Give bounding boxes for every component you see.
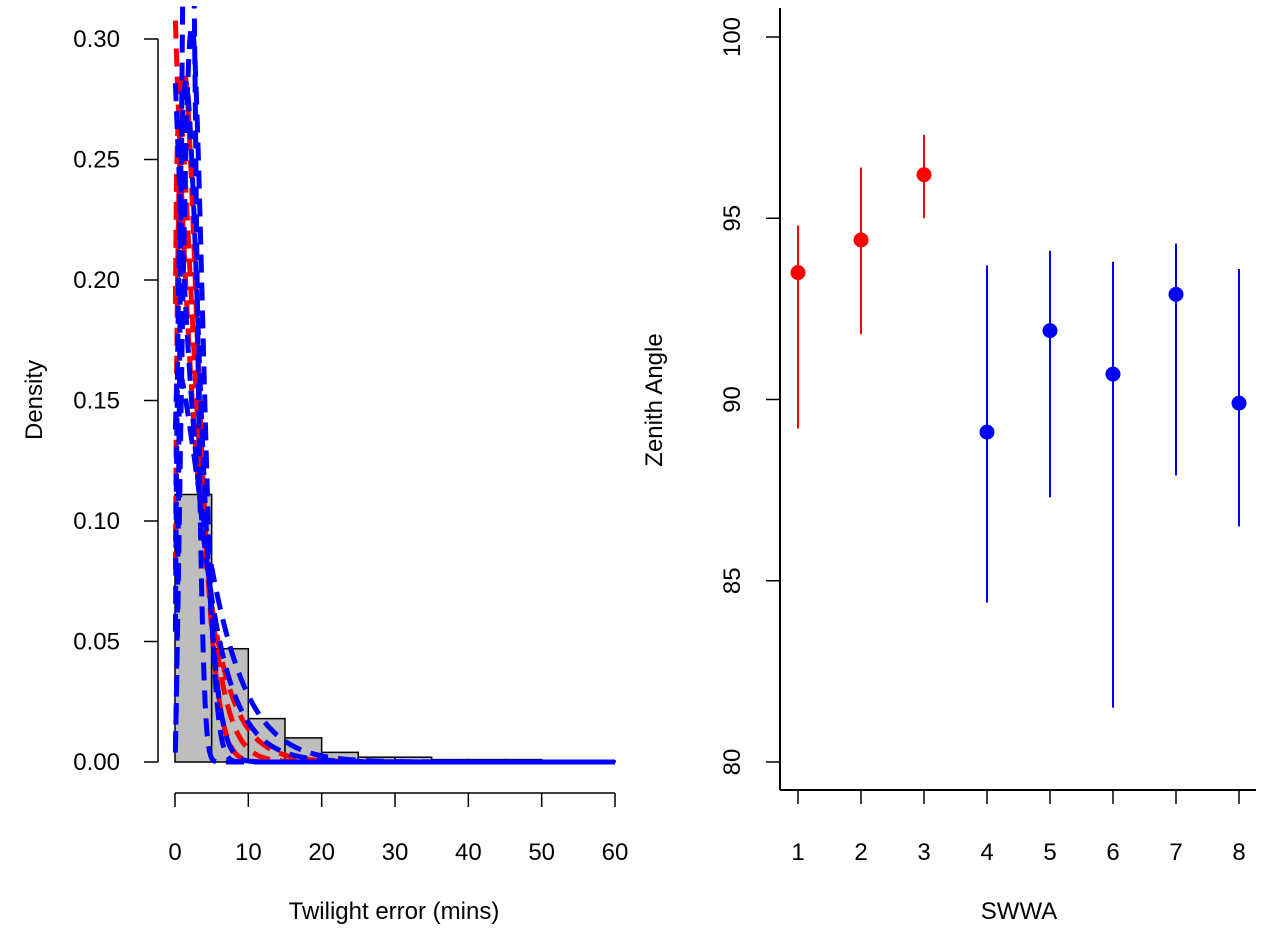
x-axis-title: Twilight error (mins) (289, 898, 500, 925)
x-tick-label: 10 (235, 839, 262, 866)
y-axis-title: Density (21, 360, 48, 440)
data-point (1231, 395, 1247, 411)
density-curve (172, 16, 615, 765)
y-tick-label: 100 (719, 17, 746, 57)
x-tick-label: 40 (455, 839, 482, 866)
data-point (790, 265, 806, 281)
x-tick-label: 7 (1169, 839, 1182, 866)
point-estimates (790, 134, 1247, 708)
data-point (1168, 286, 1184, 302)
x-tick-label: 1 (791, 839, 804, 866)
data-point (1105, 366, 1121, 382)
x-tick-label: 0 (168, 839, 181, 866)
x-tick-label: 5 (1043, 839, 1056, 866)
y-tick-label: 95 (719, 205, 746, 232)
data-point (979, 424, 995, 440)
y-tick-label: 0.05 (73, 629, 120, 656)
y-tick-label: 0.00 (73, 749, 120, 776)
data-point (916, 167, 932, 183)
density-curve (172, 6, 615, 765)
y-tick-label: 0.25 (73, 147, 120, 174)
x-axis-title: SWWA (981, 898, 1057, 925)
y-tick-label: 85 (719, 567, 746, 594)
x-tick-label: 3 (917, 839, 930, 866)
x-tick-label: 4 (980, 839, 993, 866)
x-tick-label: 6 (1106, 839, 1119, 866)
y-tick-label: 80 (719, 749, 746, 776)
y-axis-title: Zenith Angle (641, 333, 668, 466)
x-tick-label: 60 (602, 839, 629, 866)
x-tick-label: 8 (1232, 839, 1245, 866)
y-axis: 80 85 90 95 100 (719, 17, 780, 775)
y-axis: 0.00 0.05 0.10 0.15 0.20 0.25 0.30 (73, 26, 159, 776)
x-tick-label: 30 (382, 839, 409, 866)
y-tick-label: 0.30 (73, 26, 120, 53)
y-tick-label: 0.10 (73, 508, 120, 535)
zenith-angle-panel: 1 2 3 4 5 6 7 8 80 85 90 95 100 SWWA Zenith Angle (641, 8, 1256, 925)
plot-frame (779, 8, 1256, 791)
y-tick-label: 90 (719, 386, 746, 413)
data-point (1042, 323, 1058, 339)
y-tick-label: 0.15 (73, 388, 120, 415)
data-point (853, 232, 869, 248)
x-tick-label: 2 (854, 839, 867, 866)
x-tick-label: 50 (528, 839, 555, 866)
histogram-panel: 0 10 20 30 40 50 60 0.000.050.100.150.200.250.… (21, 6, 629, 925)
density-curves (172, 6, 615, 765)
x-axis: 0 10 20 30 40 50 60 (168, 792, 629, 866)
x-tick-label: 20 (308, 839, 335, 866)
x-axis: 1 2 3 4 5 6 7 8 (791, 790, 1246, 866)
y-tick-label: 0.20 (73, 267, 120, 294)
